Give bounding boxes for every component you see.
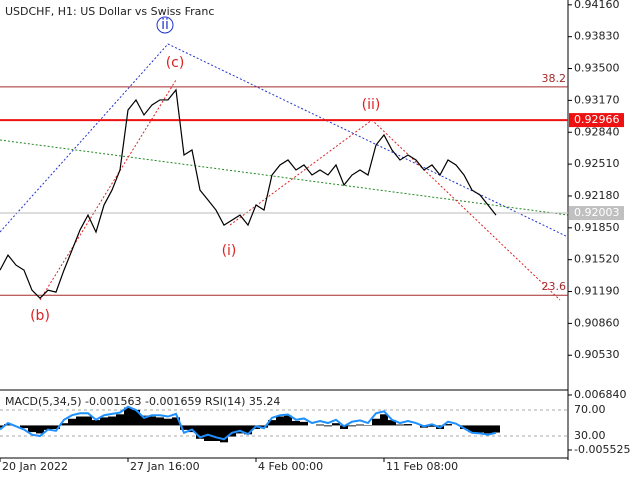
y-tick-label: 0.90860 [574, 316, 620, 329]
histogram-bar [68, 418, 76, 426]
histogram-bar [0, 425, 4, 428]
wave-label: (ii) [362, 97, 381, 113]
y2-tick-label: 70.00 [574, 403, 606, 416]
fib-level-label: 38.2 [542, 72, 567, 85]
histogram-bar [36, 425, 44, 434]
y-tick-label: 0.92180 [574, 189, 620, 202]
histogram-bar [28, 425, 36, 433]
histogram-bar [228, 425, 236, 437]
price-line [0, 88, 497, 300]
wave-label: (c) [166, 55, 185, 71]
histogram-bar [52, 425, 60, 429]
histogram-bar [284, 415, 292, 426]
histogram-bar [156, 417, 164, 426]
histogram-bar [332, 423, 340, 426]
histogram-bar [220, 425, 228, 443]
last-price-label: 0.92003 [574, 206, 620, 219]
histogram-bar [180, 425, 188, 430]
histogram-bar [204, 425, 212, 441]
x-tick-label: 20 Jan 2022 [2, 460, 68, 473]
histogram-bar [196, 425, 204, 439]
x-tick-label: 27 Jan 16:00 [130, 460, 200, 473]
y-tick-label: 0.90530 [574, 348, 620, 361]
histogram-bar [492, 425, 500, 433]
histogram-bar [372, 418, 380, 426]
wave-label: ii [161, 17, 169, 33]
histogram-bar [428, 425, 436, 427]
histogram-bar [356, 424, 364, 426]
histogram-bar [212, 425, 220, 441]
histogram-bar [44, 425, 52, 430]
price-tag [569, 113, 624, 128]
y-tick-label: 0.92510 [574, 157, 620, 170]
histogram-bar [164, 418, 172, 426]
histogram-bar [276, 416, 284, 426]
histogram-bar [148, 416, 156, 426]
histogram-bar [100, 417, 108, 426]
indicator-title: MACD(5,34,5) -0.001563 -0.001659 RSI(14)… [5, 395, 280, 408]
histogram-bar [444, 424, 452, 426]
trend-line [0, 139, 569, 216]
y-tick-label: 0.93830 [574, 30, 620, 43]
histogram-bar [268, 420, 276, 426]
rsi-line [0, 405, 497, 441]
histogram-bar [124, 407, 132, 426]
histogram-bar [316, 424, 324, 426]
histogram-bar [244, 425, 252, 435]
histogram-bar [476, 425, 484, 433]
chart-title: USDCHF, H1: US Dollar vs Swiss Franc [5, 5, 214, 18]
histogram-bar [84, 416, 92, 426]
histogram-bar [388, 420, 396, 426]
histogram-bar [20, 425, 28, 429]
histogram-bar [324, 425, 332, 427]
wave-line [39, 79, 177, 301]
histogram-bar [468, 425, 476, 433]
histogram-bar [484, 425, 492, 434]
histogram-bar [116, 414, 124, 426]
histogram-bar [108, 416, 116, 426]
histogram-bar [348, 425, 356, 427]
x-tick-label: 4 Feb 00:00 [258, 460, 323, 473]
histogram-bar [260, 425, 268, 428]
histogram-bar [92, 420, 100, 426]
histogram-bar [60, 423, 68, 426]
histogram-bar [172, 417, 180, 426]
y-tick-label: 0.91850 [574, 221, 620, 234]
y-tick-label: 0.91520 [574, 253, 620, 266]
y-tick-label: 0.92840 [574, 125, 620, 138]
histogram-bar [4, 424, 12, 426]
wave-label: (i) [222, 243, 237, 259]
y2-tick-label: 30.00 [574, 429, 606, 442]
histogram-bar [292, 420, 300, 426]
y-tick-label: 0.006840 [574, 388, 627, 401]
histogram-bar [380, 414, 388, 426]
y-tick-label: 0.91190 [574, 285, 620, 298]
histogram-bar [236, 425, 244, 434]
fib-level-label: 23.6 [542, 280, 567, 293]
y-tick-label: 0.93500 [574, 62, 620, 75]
price-tag [569, 206, 624, 221]
histogram-bar [132, 409, 140, 426]
y-tick-label: -0.005525 [574, 443, 630, 456]
histogram-bar [404, 424, 412, 426]
wave-label: (b) [30, 308, 50, 324]
histogram-bar [76, 416, 84, 426]
resistance-label: 0.92966 [574, 113, 620, 126]
histogram-bar [396, 424, 404, 426]
trend-line [0, 43, 569, 238]
y-tick-label: 0.94160 [574, 0, 620, 11]
y-tick-label: 0.93170 [574, 93, 620, 106]
x-tick-label: 11 Feb 08:00 [386, 460, 458, 473]
wave-circle [156, 16, 174, 34]
histogram-bar [300, 421, 308, 426]
histogram-bar [140, 415, 148, 426]
